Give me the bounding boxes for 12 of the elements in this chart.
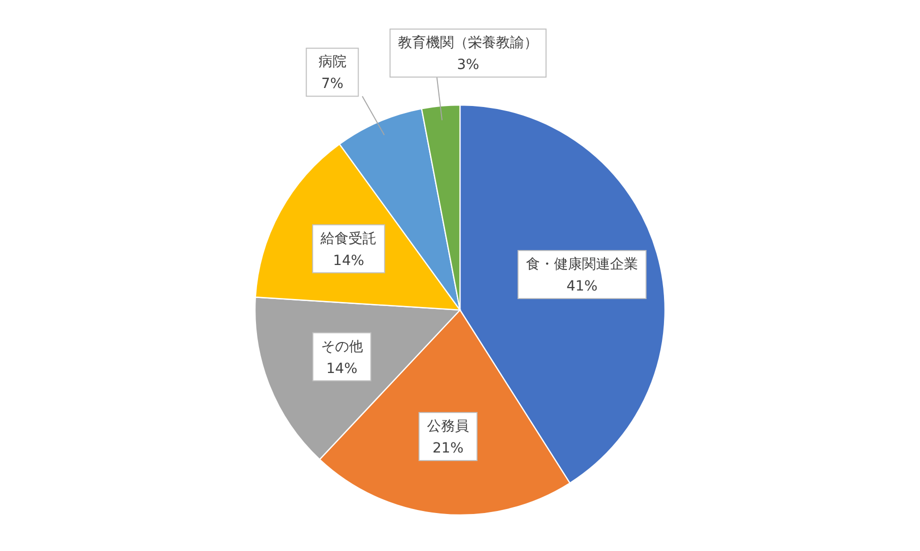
data-label: 21%: [432, 440, 464, 457]
slice-label: 食・健康関連企業: [526, 256, 638, 273]
data-label: 14%: [333, 252, 364, 269]
data-label: 41%: [566, 278, 598, 295]
data-label: 7%: [321, 76, 344, 92]
slice-label: 公務員: [427, 418, 470, 435]
data-label: 14%: [326, 360, 358, 377]
slice-label: 給食受託: [320, 230, 377, 247]
slice-label: 病院: [318, 54, 346, 70]
data-label: 3%: [456, 57, 480, 74]
slice-label: 教育機関（栄養教諭）: [398, 34, 538, 52]
slice-label: その他: [320, 338, 363, 355]
